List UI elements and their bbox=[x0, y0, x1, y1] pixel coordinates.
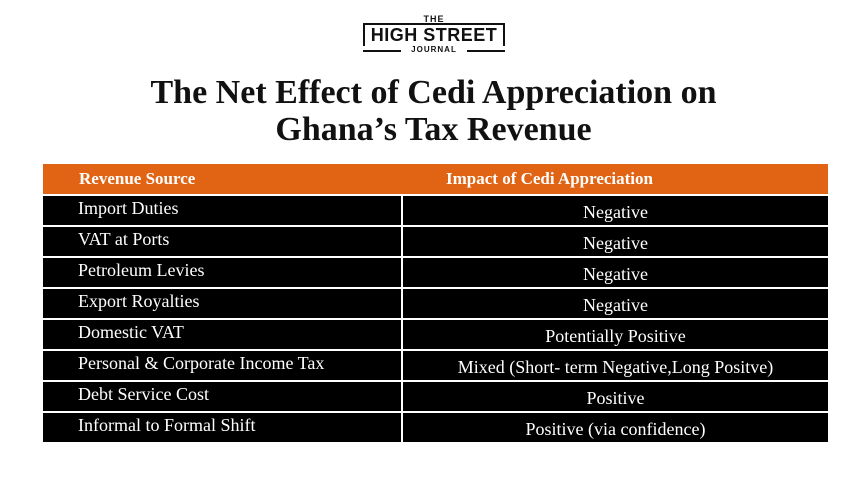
source-label: Import Duties bbox=[78, 198, 179, 218]
impact-cell: Positive bbox=[403, 382, 828, 411]
table-header-row: Revenue Source Impact of Cedi Appreciati… bbox=[43, 164, 828, 194]
source-cell: Informal to Formal Shift bbox=[43, 413, 401, 442]
source-cell: Debt Service Cost bbox=[43, 382, 401, 411]
impact-cell: Negative bbox=[403, 289, 828, 318]
source-label: VAT at Ports bbox=[78, 229, 170, 249]
source-cell: Export Royalties bbox=[43, 289, 401, 318]
table-row: Import Duties Negative bbox=[43, 196, 828, 225]
source-label: Petroleum Levies bbox=[78, 260, 205, 280]
title-line-2: Ghana’s Tax Revenue bbox=[275, 111, 592, 148]
source-label: Personal & Corporate Income Tax bbox=[78, 353, 325, 373]
impact-label: Positive bbox=[586, 388, 645, 408]
table-row: VAT at Ports Negative bbox=[43, 227, 828, 256]
logo-bottom-text: JOURNAL bbox=[411, 45, 457, 54]
source-cell: Domestic VAT bbox=[43, 320, 401, 349]
impact-cell: Negative bbox=[403, 227, 828, 256]
impact-label: Positive (via confidence) bbox=[525, 419, 706, 439]
header-revenue-source: Revenue Source bbox=[79, 169, 196, 188]
impact-label: Negative bbox=[583, 202, 648, 222]
source-label: Informal to Formal Shift bbox=[78, 415, 256, 435]
table-row: Petroleum Levies Negative bbox=[43, 258, 828, 287]
impact-cell: Negative bbox=[403, 258, 828, 287]
page-title: The Net Effect of Cedi Appreciation on G… bbox=[0, 74, 867, 148]
impact-cell: Mixed (Short- term Negative,Long Positve… bbox=[403, 351, 828, 380]
source-label: Export Royalties bbox=[78, 291, 200, 311]
impact-label: Negative bbox=[583, 264, 648, 284]
table-row: Personal & Corporate Income Tax Mixed (S… bbox=[43, 351, 828, 380]
table-row: Debt Service Cost Positive bbox=[43, 382, 828, 411]
impact-label: Mixed (Short- term Negative,Long Positve… bbox=[457, 357, 774, 377]
logo-rule-left bbox=[363, 50, 401, 52]
logo-rule-right bbox=[467, 50, 505, 52]
impact-label: Negative bbox=[583, 233, 648, 253]
table-row: Domestic VAT Potentially Positive bbox=[43, 320, 828, 349]
source-label: Debt Service Cost bbox=[78, 384, 209, 404]
impact-label: Negative bbox=[583, 295, 648, 315]
source-cell: Petroleum Levies bbox=[43, 258, 401, 287]
table-row: Export Royalties Negative bbox=[43, 289, 828, 318]
source-cell: Import Duties bbox=[43, 196, 401, 225]
logo-top-text: THE bbox=[423, 14, 445, 24]
publication-logo: THE HIGH STREET JOURNAL bbox=[363, 14, 505, 54]
source-cell: Personal & Corporate Income Tax bbox=[43, 351, 401, 380]
impact-cell: Negative bbox=[403, 196, 828, 225]
title-line-1: The Net Effect of Cedi Appreciation on bbox=[150, 74, 717, 111]
impact-label: Potentially Positive bbox=[545, 326, 686, 346]
impact-cell: Potentially Positive bbox=[403, 320, 828, 349]
source-cell: VAT at Ports bbox=[43, 227, 401, 256]
table-row: Informal to Formal Shift Positive (via c… bbox=[43, 413, 828, 442]
impact-cell: Positive (via confidence) bbox=[403, 413, 828, 442]
header-impact: Impact of Cedi Appreciation bbox=[446, 169, 653, 188]
revenue-impact-table: Revenue Source Impact of Cedi Appreciati… bbox=[43, 164, 828, 442]
logo-main-text: HIGH STREET bbox=[363, 23, 505, 46]
source-label: Domestic VAT bbox=[78, 322, 184, 342]
